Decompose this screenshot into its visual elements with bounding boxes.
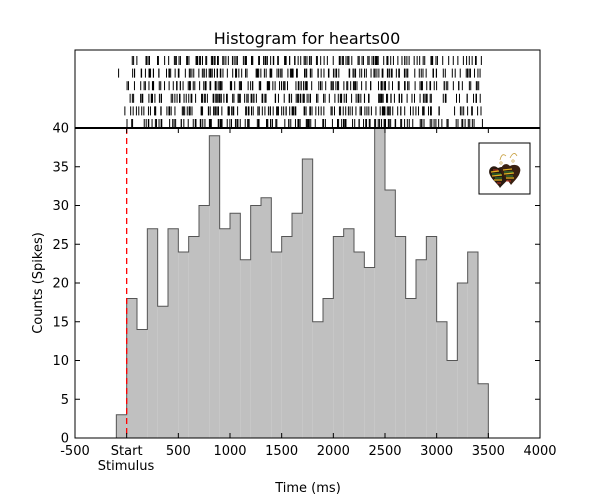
histogram-bar (126, 298, 137, 438)
histogram-bar (188, 236, 199, 438)
x-tick-label: 1500 (265, 444, 298, 459)
y-tick-label: 0 (61, 432, 69, 447)
histogram-bar (209, 135, 220, 438)
histogram-bar (178, 252, 189, 438)
y-tick-label: 35 (52, 160, 69, 175)
histogram-bar (302, 159, 313, 438)
histogram-bar (405, 298, 416, 438)
chart-title: Histogram for hearts00 (214, 29, 401, 48)
histogram-bar (240, 259, 251, 438)
histogram-bar (199, 205, 210, 438)
histogram-bar (157, 306, 168, 438)
x-axis: -500 Start 500 1000 1500 2000 2500 3000 3500 4000 (60, 128, 557, 459)
x-tick-label: 2000 (317, 444, 350, 459)
x-axis-label: Time (ms) (274, 481, 341, 496)
histogram-bar (467, 252, 478, 438)
histogram-bar (478, 383, 489, 438)
histogram-bar (271, 252, 282, 438)
histogram-bar (147, 228, 158, 438)
histogram-bar (312, 321, 323, 438)
histogram-bar (364, 267, 375, 438)
hearts-earrings-icon (489, 153, 521, 188)
x-tick-label: 2500 (368, 444, 401, 459)
x-tick-label: 3000 (420, 444, 453, 459)
histogram-bars (115, 127, 489, 438)
histogram-bar (281, 236, 292, 438)
y-axis-label: Counts (Spikes) (31, 232, 46, 334)
x-tick-label: 3500 (472, 444, 505, 459)
raster-trials (118, 56, 483, 128)
y-tick-label: 5 (61, 393, 69, 408)
y-tick-label: 30 (52, 199, 69, 214)
x-tick-label: 1000 (213, 444, 246, 459)
histogram-bar (250, 205, 261, 438)
y-tick-label: 25 (52, 238, 69, 253)
y-tick-label: 10 (52, 354, 69, 369)
histogram-bar (457, 283, 468, 438)
histogram-bar (137, 329, 148, 438)
x-annotation-stimulus: Stimulus (98, 459, 155, 474)
histogram-bar (116, 414, 127, 438)
histogram-bar (219, 228, 230, 438)
x-tick-label: 4000 (523, 444, 556, 459)
histogram-bar (436, 321, 447, 438)
histogram-bar (343, 228, 354, 438)
histogram-bar (292, 213, 303, 438)
histogram-bar (426, 236, 437, 438)
x-tick-label: Start (111, 444, 143, 459)
histogram-bar (416, 259, 427, 438)
x-tick-label: -500 (60, 444, 90, 459)
histogram-bar (385, 190, 396, 438)
histogram-bar (168, 228, 179, 438)
y-tick-label: 20 (52, 277, 69, 292)
x-tick-label: 500 (166, 444, 191, 459)
histogram-bar (395, 236, 406, 438)
histogram-bar (354, 252, 365, 438)
histogram-bar (333, 236, 344, 438)
histogram-bar (374, 128, 385, 438)
histogram-outline (115, 127, 489, 438)
histogram-bar (230, 213, 241, 438)
y-tick-label: 40 (52, 122, 69, 137)
y-tick-label: 15 (52, 315, 69, 330)
histogram-bar (447, 360, 458, 438)
histogram-bar (323, 298, 334, 438)
histogram-bar (261, 197, 272, 438)
y-axis: 0 5 10 15 20 25 30 35 40 (52, 122, 540, 447)
inset-image-box (478, 142, 531, 195)
